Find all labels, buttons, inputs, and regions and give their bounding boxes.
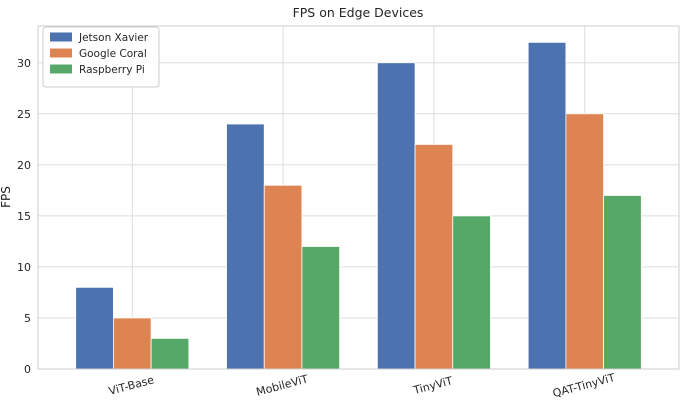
- bar-jetson-xavier: [226, 123, 265, 370]
- legend-swatch: [50, 32, 72, 42]
- x-tick-label: MobileViT: [255, 372, 310, 398]
- bar-raspberry-pi: [150, 337, 190, 370]
- bar-jetson-xavier: [527, 41, 567, 370]
- legend-label: Jetson Xavier: [78, 32, 149, 44]
- legend: Jetson Xavier Google Coral Raspberry Pi: [42, 26, 160, 88]
- y-tick-label: 0: [24, 363, 31, 376]
- legend-label: Google Coral: [79, 48, 147, 60]
- bar-raspberry-pi: [603, 195, 642, 370]
- legend-items: Jetson Xavier Google Coral Raspberry Pi: [50, 32, 149, 76]
- bar-google-coral: [565, 113, 604, 370]
- y-tick-label: 25: [17, 108, 31, 121]
- axes: [37, 25, 680, 370]
- y-tick-label: 15: [17, 210, 31, 223]
- y-tick-label: 10: [17, 261, 31, 274]
- bar-google-coral: [113, 317, 152, 370]
- bar-jetson-xavier: [75, 286, 114, 370]
- bar-raspberry-pi: [301, 246, 341, 370]
- y-axis-label: FPS: [0, 186, 13, 208]
- legend-swatch: [50, 64, 72, 74]
- legend-swatch: [50, 48, 72, 58]
- y-tick-label: 20: [17, 159, 31, 172]
- plot-frame: [37, 25, 680, 370]
- chart-title: FPS on Edge Devices: [293, 5, 424, 20]
- y-tick-label: 5: [24, 312, 31, 325]
- legend-label: Raspberry Pi: [79, 64, 145, 76]
- bar-google-coral: [263, 184, 303, 370]
- bar-jetson-xavier: [376, 62, 416, 370]
- x-tick-label: ViT-Base: [107, 373, 155, 398]
- bars: [75, 41, 642, 370]
- bar-google-coral: [414, 144, 454, 370]
- y-tick-label: 30: [17, 57, 31, 70]
- x-tick-label: TinyViT: [411, 374, 454, 397]
- bar-raspberry-pi: [452, 215, 491, 370]
- x-tick-label: QAT-TinyViT: [551, 371, 616, 400]
